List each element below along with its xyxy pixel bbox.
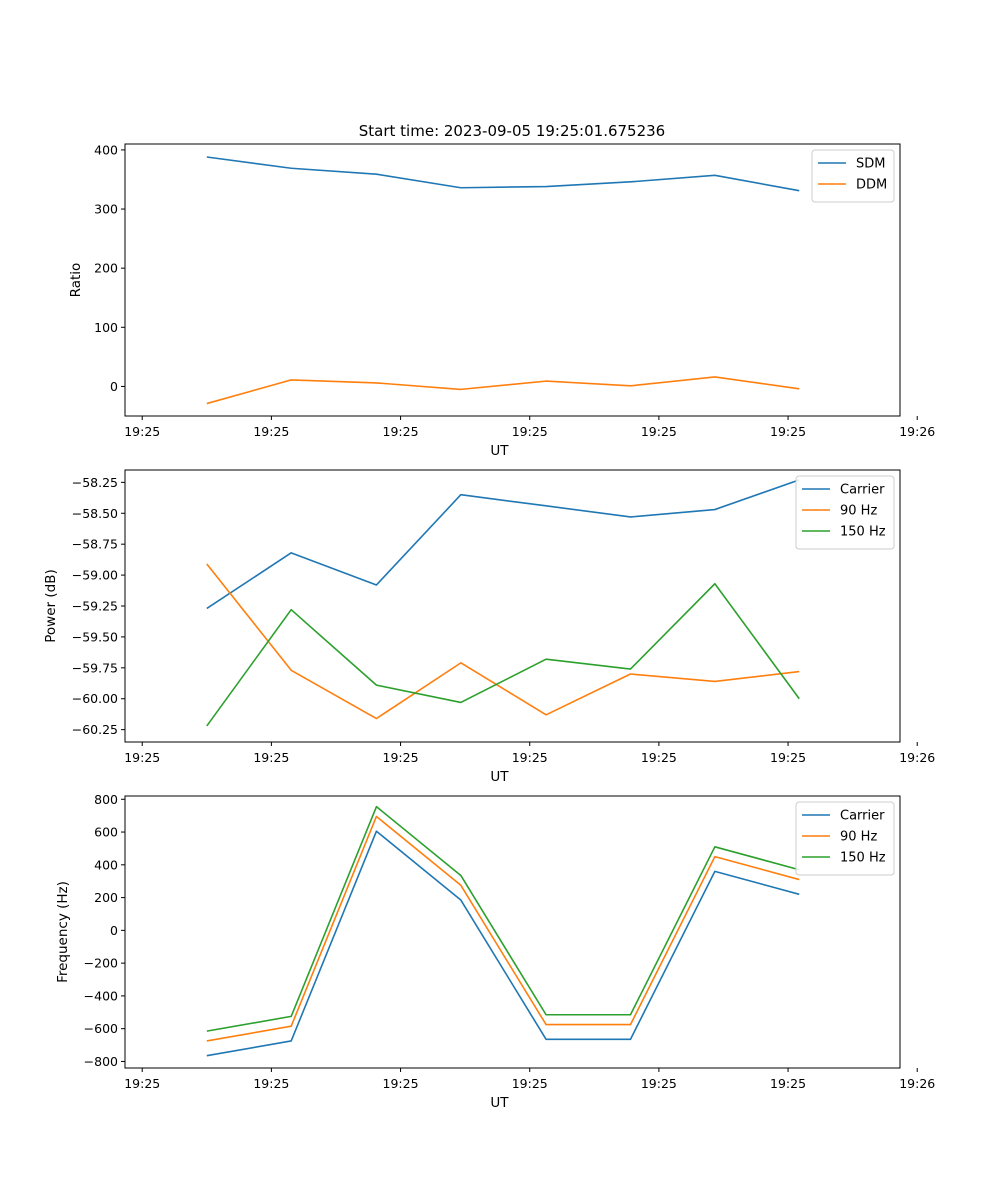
y-tick-label: −59.50	[72, 629, 118, 644]
x-tick-label: 19:25	[383, 750, 419, 765]
y-tick-label: 800	[94, 792, 118, 807]
y-tick-label: −58.75	[72, 537, 118, 552]
x-axis-label: UT	[490, 769, 509, 785]
y-tick-label: −400	[84, 988, 118, 1003]
series-line-carrier	[206, 479, 800, 610]
legend: SDM DDM	[811, 149, 895, 203]
legend-label: 150 Hz	[840, 851, 886, 866]
y-tick-label: −58.50	[72, 506, 118, 521]
y-tick-label: −58.25	[72, 475, 118, 490]
x-tick-label: 19:25	[124, 424, 160, 439]
legend: Carrier 90 Hz 150 Hz	[795, 801, 895, 876]
y-tick-label: −600	[84, 1021, 118, 1036]
x-tick-label: 19:25	[253, 1076, 289, 1091]
y-tick-label: −60.00	[72, 691, 118, 706]
y-tick-label: 300	[94, 202, 118, 217]
series-group	[206, 805, 800, 1057]
y-tick-label: −59.00	[72, 568, 118, 583]
legend-label: 150 Hz	[840, 525, 886, 540]
y-axis-label: Frequency (Hz)	[55, 881, 71, 983]
x-tick-label: 19:25	[641, 750, 677, 765]
y-tick-label: 200	[94, 261, 118, 276]
legend-label: Carrier	[840, 809, 885, 824]
legend-label: SDM	[856, 157, 885, 172]
y-axis-label: Power (dB)	[43, 569, 59, 642]
y-tick-label: 400	[94, 857, 118, 872]
x-tick-label: 19:25	[512, 750, 548, 765]
panel-power: −60.25 −60.00 −59.75 −59.50 −59.25 −59.00 −58.…	[43, 469, 935, 785]
legend-label: DDM	[856, 178, 887, 193]
x-tick-label: 19:25	[770, 750, 806, 765]
series-line-90-hz	[206, 815, 800, 1042]
x-tick-label: 19:25	[383, 424, 419, 439]
x-tick-label: 19:25	[512, 1076, 548, 1091]
x-axis-label: UT	[490, 443, 509, 459]
x-axis-label: UT	[490, 1095, 509, 1111]
y-tick-label: −800	[84, 1054, 118, 1069]
legend-label: Carrier	[840, 483, 885, 498]
x-tick-label: 19:25	[124, 1076, 160, 1091]
x-tick-label: 19:25	[770, 424, 806, 439]
series-group	[206, 479, 800, 727]
y-axis-label: Ratio	[68, 263, 84, 298]
axes-frame	[124, 795, 901, 1069]
x-tick-label: 19:25	[124, 750, 160, 765]
axes-frame	[124, 143, 901, 417]
y-tick-label: 0	[110, 923, 118, 938]
series-line-sdm	[206, 156, 800, 192]
x-tick-label: 19:25	[770, 1076, 806, 1091]
y-tick-label: −60.25	[72, 722, 118, 737]
series-group	[206, 156, 800, 405]
x-tick-label: 19:26	[899, 1076, 935, 1091]
panel-ratio: 0 100 200 300 400 19:25 19:25 19:25 19:25 19:25 19…	[68, 142, 935, 459]
x-tick-label: 19:25	[253, 750, 289, 765]
x-tick-label: 19:25	[253, 424, 289, 439]
series-line-150-hz	[206, 805, 800, 1032]
x-tick-label: 19:26	[899, 424, 935, 439]
series-line-150-hz	[206, 582, 800, 727]
series-line-carrier	[206, 830, 800, 1057]
figure-title: Start time: 2023-09-05 19:25:01.675236	[359, 122, 665, 140]
y-tick-label: 600	[94, 825, 118, 840]
panel-frequency: −800 −600 −400 −200 0 200 400 600 800 19:25 19:25 1…	[55, 792, 935, 1111]
x-tick-label: 19:25	[641, 424, 677, 439]
x-tick-label: 19:25	[641, 1076, 677, 1091]
y-tick-label: −59.75	[72, 660, 118, 675]
series-line-90-hz	[206, 563, 800, 720]
y-tick-label: 400	[94, 142, 118, 157]
legend-label: 90 Hz	[840, 830, 877, 845]
x-tick-label: 19:26	[899, 750, 935, 765]
y-tick-label: 200	[94, 890, 118, 905]
y-tick-label: −59.25	[72, 599, 118, 614]
series-line-ddm	[206, 376, 800, 405]
y-tick-label: −200	[84, 956, 118, 971]
x-tick-label: 19:25	[512, 424, 548, 439]
legend-label: 90 Hz	[840, 504, 877, 519]
y-tick-label: 0	[110, 379, 118, 394]
y-tick-label: 100	[94, 320, 118, 335]
x-tick-label: 19:25	[383, 1076, 419, 1091]
legend: Carrier 90 Hz 150 Hz	[795, 475, 895, 550]
axes-frame	[124, 469, 901, 743]
